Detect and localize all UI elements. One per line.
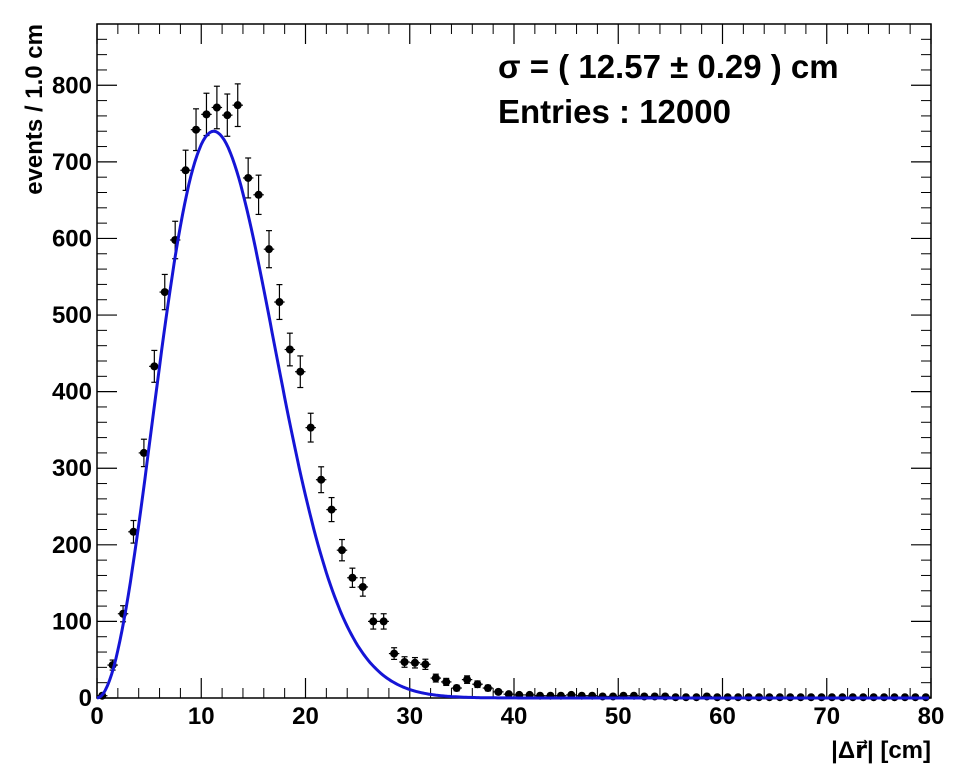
- data-point: [504, 690, 513, 699]
- data-point: [369, 617, 378, 626]
- x-tick-label: 40: [501, 703, 528, 730]
- data-point: [202, 110, 211, 119]
- x-tick-label: 10: [188, 703, 215, 730]
- data-point: [275, 298, 284, 307]
- y-axis-ticks: 0 100 200 300 400 500 600 700 800: [52, 23, 931, 712]
- data-point: [265, 245, 274, 254]
- entries-annotation: Entries : 12000: [498, 93, 731, 130]
- data-point: [212, 103, 221, 112]
- data-points: [98, 101, 930, 702]
- y-tick-label: 0: [79, 685, 92, 712]
- y-tick-label: 500: [52, 302, 92, 329]
- data-point: [181, 166, 190, 175]
- data-point: [139, 448, 148, 457]
- y-tick-label: 400: [52, 379, 92, 406]
- y-tick-label: 700: [52, 149, 92, 176]
- data-point: [348, 573, 357, 582]
- data-point: [285, 345, 294, 354]
- data-point: [254, 190, 263, 199]
- y-tick-label: 800: [52, 72, 92, 99]
- x-tick-label: 20: [292, 703, 319, 730]
- data-point: [463, 675, 472, 684]
- data-point: [473, 680, 482, 689]
- data-point: [379, 617, 388, 626]
- data-point: [306, 423, 315, 432]
- data-point: [442, 677, 451, 686]
- data-point: [150, 362, 159, 371]
- x-axis-title: |Δr⃗| [cm]: [831, 737, 931, 764]
- y-tick-label: 300: [52, 455, 92, 482]
- data-point: [410, 658, 419, 667]
- data-point: [129, 527, 138, 536]
- data-point: [483, 684, 492, 693]
- x-tick-label: 50: [605, 703, 632, 730]
- data-point: [223, 111, 232, 120]
- data-point: [452, 684, 461, 693]
- fit-curve: [96, 129, 929, 700]
- x-tick-label: 30: [396, 703, 423, 730]
- y-tick-label: 200: [52, 532, 92, 559]
- data-point: [390, 649, 399, 658]
- data-point: [358, 582, 367, 591]
- data-point: [296, 367, 305, 376]
- x-tick-label: 60: [709, 703, 736, 730]
- data-point: [431, 674, 440, 683]
- x-tick-label: 70: [813, 703, 840, 730]
- y-tick-label: 100: [52, 608, 92, 635]
- data-point: [317, 475, 326, 484]
- data-point: [400, 658, 409, 667]
- y-tick-label: 600: [52, 225, 92, 252]
- error-bars: [97, 83, 931, 699]
- sigma-annotation: σ = ( 12.57 ± 0.29 ) cm: [498, 48, 839, 85]
- y-axis-title: events / 1.0 cm: [21, 24, 48, 195]
- x-tick-label: 0: [90, 703, 103, 730]
- data-point: [337, 546, 346, 555]
- data-point: [421, 660, 430, 669]
- data-point: [192, 125, 201, 134]
- data-point: [160, 288, 169, 297]
- x-tick-label: 80: [918, 703, 945, 730]
- data-point: [233, 101, 242, 110]
- data-point: [494, 687, 503, 696]
- data-point: [244, 173, 253, 182]
- data-point: [327, 505, 336, 514]
